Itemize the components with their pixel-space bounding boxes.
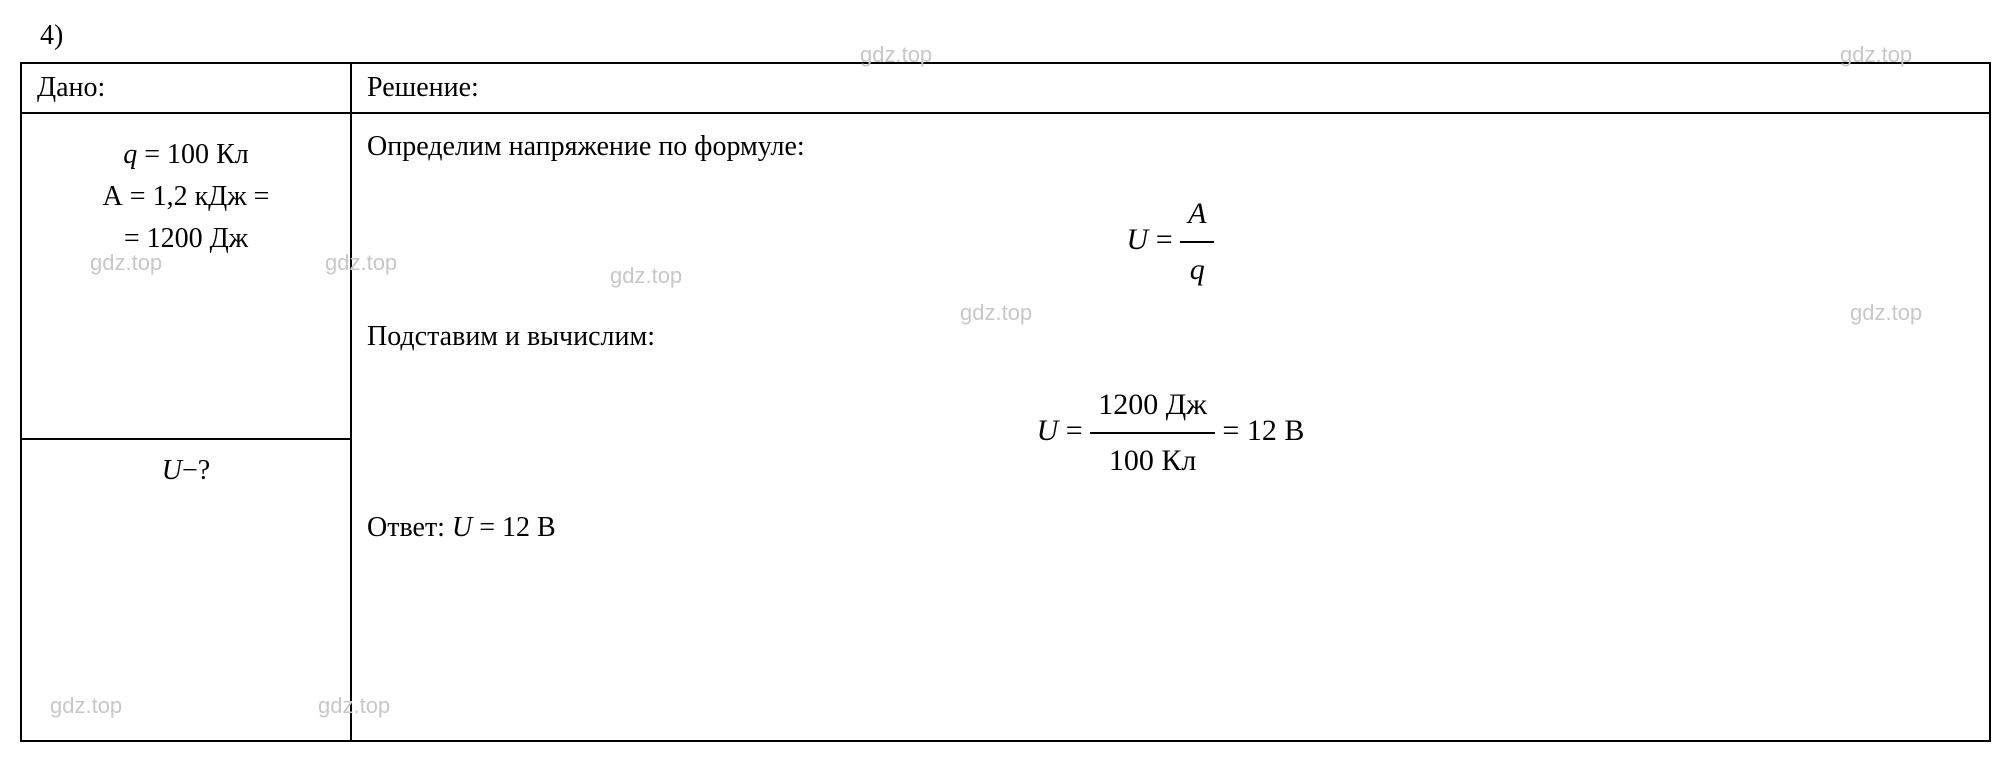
given-line-2: А = 1,2 кДж =	[32, 176, 340, 218]
answer-var: U	[452, 512, 472, 543]
fraction-den: q	[1180, 243, 1214, 297]
var-q: q	[123, 139, 137, 170]
formula2-lhs: U	[1037, 414, 1059, 447]
find-var: U	[162, 455, 182, 486]
answer-unit: В	[537, 512, 556, 543]
eq-1: = 100	[137, 139, 216, 170]
eq-2: = 1,2	[123, 181, 195, 212]
fraction-1: Aq	[1180, 187, 1214, 297]
fraction2-den: 100 Кл	[1090, 434, 1215, 488]
solution-text-2: Подставим и вычислим:	[367, 312, 1974, 362]
spacer-row	[21, 561, 1990, 741]
unit-j: Дж	[210, 223, 248, 254]
given-cell: q = 100 Кл А = 1,2 кДж = = 1200 Дж	[21, 113, 351, 439]
unit-kl: Кл	[216, 139, 249, 170]
eq-suffix: =	[247, 181, 270, 212]
given-header: Дано:	[21, 63, 351, 113]
fraction-2: 1200 Дж100 Кл	[1090, 378, 1215, 488]
spacer-left	[21, 561, 351, 741]
header-row: Дано: Решение:	[21, 63, 1990, 113]
given-line-3: = 1200 Дж	[32, 218, 340, 260]
problem-number: 4)	[20, 20, 1991, 52]
solution-cell: Определим напряжение по формуле: U = Aq …	[351, 113, 1990, 561]
find-suffix: −?	[182, 455, 210, 486]
solution-header: Решение:	[351, 63, 1990, 113]
formula2-eq: =	[1058, 414, 1090, 447]
unit-kj: кДж	[195, 181, 247, 212]
physics-solution-container: 4) gdz.top gdz.top gdz.top gdz.top gdz.t…	[20, 20, 1991, 742]
fraction2-num: 1200 Дж	[1090, 378, 1215, 434]
solution-table: Дано: Решение: q = 100 Кл А = 1,2 кДж = …	[20, 62, 1991, 742]
var-a: А	[103, 181, 123, 212]
content-row: q = 100 Кл А = 1,2 кДж = = 1200 Дж Опред…	[21, 113, 1990, 439]
solution-text-1: Определим напряжение по формуле:	[367, 122, 1974, 172]
eq-3: = 1200	[124, 223, 210, 254]
fraction-num: A	[1180, 187, 1214, 243]
find-cell: U−?	[21, 439, 351, 561]
formula-2: U = 1200 Дж100 Кл = 12 В	[367, 378, 1974, 488]
answer-value: = 12	[472, 512, 537, 543]
result-unit: В	[1284, 414, 1304, 447]
result-eq: = 12	[1215, 414, 1284, 447]
answer-label: Ответ:	[367, 512, 452, 543]
formula-1: U = Aq	[367, 187, 1974, 297]
given-line-1: q = 100 Кл	[32, 134, 340, 176]
formula-lhs: U	[1127, 223, 1149, 256]
spacer-right	[351, 561, 1990, 741]
formula-eq: =	[1148, 223, 1180, 256]
answer-line: Ответ: U = 12 В	[367, 503, 1974, 553]
